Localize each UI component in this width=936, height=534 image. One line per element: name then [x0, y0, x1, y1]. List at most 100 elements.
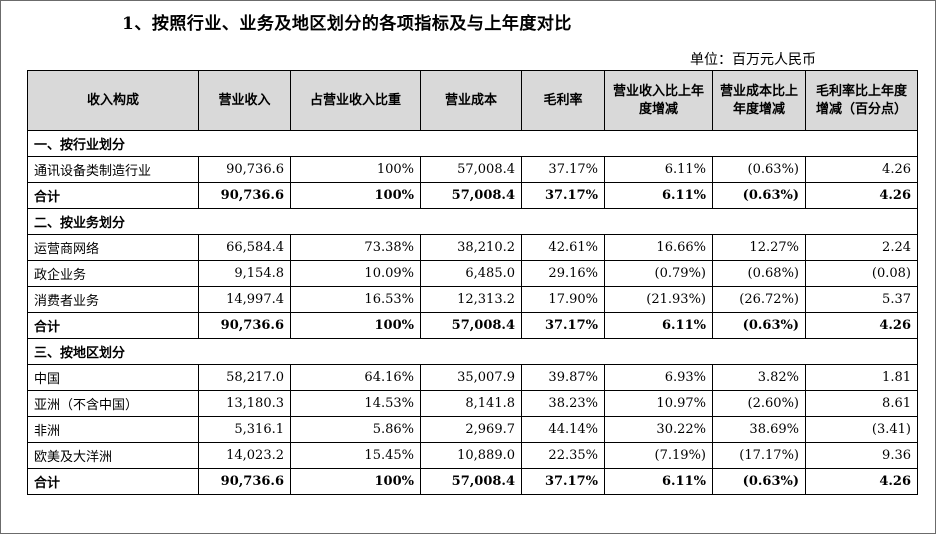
table-cell: 6.11% — [604, 156, 713, 183]
row-label: 亚洲（不含中国） — [27, 390, 199, 417]
table-cell: 17.90% — [521, 286, 605, 313]
unit-label: 单位：百万元人民币 — [690, 52, 816, 68]
table-cell: (3.41) — [805, 416, 918, 443]
table-cell: 38,210.2 — [420, 234, 522, 261]
table-cell: 9,154.8 — [198, 260, 291, 287]
table-cell: 30.22% — [604, 416, 713, 443]
table-cell: 13,180.3 — [198, 390, 291, 417]
column-header: 收入构成 — [27, 70, 199, 131]
row-label: 消费者业务 — [27, 286, 199, 313]
section-header-row: 一、按行业划分 — [27, 130, 918, 157]
table-cell: 44.14% — [521, 416, 605, 443]
total-cell: (0.63%) — [712, 312, 806, 339]
total-cell: 4.26 — [805, 312, 918, 339]
total-cell: 37.17% — [521, 182, 605, 209]
table-cell: 29.16% — [521, 260, 605, 287]
row-label: 欧美及大洋洲 — [27, 442, 199, 469]
table-cell: 22.35% — [521, 442, 605, 469]
table-cell: 8,141.8 — [420, 390, 522, 417]
total-row: 合计 90,736.6 100% 57,008.4 37.17% 6.11% (0.63%)… — [27, 468, 918, 495]
total-row: 合计 90,736.6 100% 57,008.4 37.17% 6.11% (0.63%)… — [27, 182, 918, 209]
table-cell: (17.17%) — [712, 442, 806, 469]
table-cell: 6.93% — [604, 364, 713, 391]
table-cell: 2,969.7 — [420, 416, 522, 443]
table-cell: 5.37 — [805, 286, 918, 313]
table-row: 欧美及大洋洲 14,023.2 15.45% 10,889.0 22.35% (7.19%… — [27, 442, 918, 469]
table-cell: 5.86% — [290, 416, 421, 443]
row-label: 通讯设备类制造行业 — [27, 156, 199, 183]
table-row: 运营商网络 66,584.4 73.38% 38,210.2 42.61% 16.66% 1… — [27, 234, 918, 261]
table-cell: 38.23% — [521, 390, 605, 417]
table-cell: (7.19%) — [604, 442, 713, 469]
table-cell: 66,584.4 — [198, 234, 291, 261]
table-cell: 38.69% — [712, 416, 806, 443]
total-cell: 100% — [290, 182, 421, 209]
column-header: 占营业收入比重 — [290, 70, 421, 131]
table-cell: 3.82% — [712, 364, 806, 391]
column-header: 毛利率比上年度增减（百分点） — [805, 70, 918, 131]
total-cell: 6.11% — [604, 312, 713, 339]
table-cell: 4.26 — [805, 156, 918, 183]
table-cell: 16.53% — [290, 286, 421, 313]
table-cell: (0.63%) — [712, 156, 806, 183]
total-cell: 57,008.4 — [420, 468, 522, 495]
total-cell: 6.11% — [604, 468, 713, 495]
table-cell: 2.24 — [805, 234, 918, 261]
total-cell: 57,008.4 — [420, 312, 522, 339]
table-cell: 39.87% — [521, 364, 605, 391]
table-cell: 14.53% — [290, 390, 421, 417]
table-cell: 5,316.1 — [198, 416, 291, 443]
table-cell: 100% — [290, 156, 421, 183]
row-label: 政企业务 — [27, 260, 199, 287]
table-row: 中国 58,217.0 64.16% 35,007.9 39.87% 6.93% 3.82%… — [27, 364, 918, 391]
header-row: 收入构成 营业收入 占营业收入比重 营业成本 毛利率 营业收入比上年度增减 营业… — [27, 70, 918, 131]
total-label: 合计 — [27, 182, 199, 209]
table-cell: 15.45% — [290, 442, 421, 469]
table-cell: 6,485.0 — [420, 260, 522, 287]
total-cell: 90,736.6 — [198, 468, 291, 495]
total-cell: 90,736.6 — [198, 312, 291, 339]
total-cell: 57,008.4 — [420, 182, 522, 209]
table-cell: (26.72%) — [712, 286, 806, 313]
total-cell: 37.17% — [521, 468, 605, 495]
table-cell: 12,313.2 — [420, 286, 522, 313]
table-cell: 14,023.2 — [198, 442, 291, 469]
table-cell: 16.66% — [604, 234, 713, 261]
section-header-row: 三、按地区划分 — [27, 338, 918, 365]
total-cell: 6.11% — [604, 182, 713, 209]
table-cell: 12.27% — [712, 234, 806, 261]
table-cell: 10.09% — [290, 260, 421, 287]
row-label: 非洲 — [27, 416, 199, 443]
total-cell: 90,736.6 — [198, 182, 291, 209]
table-cell: (21.93%) — [604, 286, 713, 313]
table-cell: 58,217.0 — [198, 364, 291, 391]
total-label: 合计 — [27, 312, 199, 339]
table-cell: (0.08) — [805, 260, 918, 287]
table-cell: 73.38% — [290, 234, 421, 261]
table-row: 政企业务 9,154.8 10.09% 6,485.0 29.16% (0.79%) (0.… — [27, 260, 918, 287]
table-cell: (2.60%) — [712, 390, 806, 417]
column-header: 毛利率 — [521, 70, 605, 131]
table-cell: 42.61% — [521, 234, 605, 261]
table-row: 消费者业务 14,997.4 16.53% 12,313.2 17.90% (21.93%… — [27, 286, 918, 313]
total-row: 合计 90,736.6 100% 57,008.4 37.17% 6.11% (0.63%)… — [27, 312, 918, 339]
table-cell: 57,008.4 — [420, 156, 522, 183]
row-label: 中国 — [27, 364, 199, 391]
table-cell: 8.61 — [805, 390, 918, 417]
row-label: 运营商网络 — [27, 234, 199, 261]
table-cell: 64.16% — [290, 364, 421, 391]
table-cell: 10,889.0 — [420, 442, 522, 469]
total-cell: 37.17% — [521, 312, 605, 339]
column-header: 营业收入比上年度增减 — [604, 70, 713, 131]
table-row: 亚洲（不含中国） 13,180.3 14.53% 8,141.8 38.23% 10.97… — [27, 390, 918, 417]
table-row: 通讯设备类制造行业 90,736.6 100% 57,008.4 37.17% 6.11%… — [27, 156, 918, 183]
total-cell: 4.26 — [805, 468, 918, 495]
column-header: 营业收入 — [198, 70, 291, 131]
table-cell: 14,997.4 — [198, 286, 291, 313]
total-cell: (0.63%) — [712, 182, 806, 209]
table-cell: (0.68%) — [712, 260, 806, 287]
section-title: 一、按行业划分 — [27, 130, 918, 157]
table-cell: 37.17% — [521, 156, 605, 183]
data-table: 收入构成 营业收入 占营业收入比重 营业成本 毛利率 营业收入比上年度增减 营业… — [27, 70, 918, 495]
section-title: 二、按业务划分 — [27, 208, 918, 235]
